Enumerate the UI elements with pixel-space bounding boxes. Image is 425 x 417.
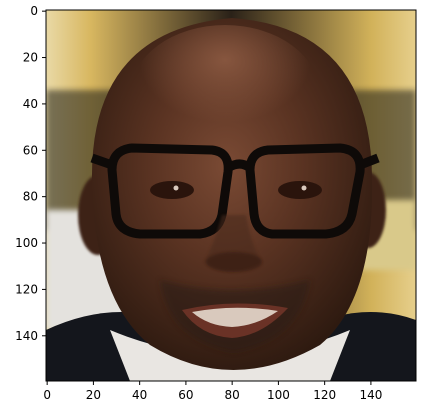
y-tick-label: 140 [15, 329, 38, 343]
x-tick-label: 140 [359, 388, 382, 402]
teeth [192, 307, 278, 327]
y-tick-label: 0 [30, 4, 38, 18]
x-tick-label: 100 [267, 388, 290, 402]
left-eye-highlight [173, 185, 179, 191]
y-tick-label: 40 [23, 97, 38, 111]
y-axis: 0 20 40 60 80 100 120 140 [15, 4, 46, 343]
x-tick-label: 40 [132, 388, 147, 402]
y-tick-label: 100 [15, 236, 38, 250]
right-eye-highlight [301, 185, 307, 191]
x-tick-label: 80 [225, 388, 240, 402]
y-tick-label: 20 [23, 51, 38, 65]
x-axis: 0 20 40 60 80 100 120 140 [43, 381, 382, 402]
forehead-shine [130, 25, 320, 165]
left-eye [150, 181, 194, 199]
x-tick-label: 60 [178, 388, 193, 402]
axes-frame [45, 9, 417, 382]
y-tick-label: 60 [23, 143, 38, 157]
x-tick-label: 0 [43, 388, 51, 402]
y-tick-label: 80 [23, 190, 38, 204]
x-tick-label: 120 [313, 388, 336, 402]
right-eye [278, 181, 322, 199]
y-tick-label: 120 [15, 282, 38, 296]
nostrils [206, 252, 262, 272]
face-photo [46, 10, 416, 381]
x-tick-label: 20 [86, 388, 101, 402]
